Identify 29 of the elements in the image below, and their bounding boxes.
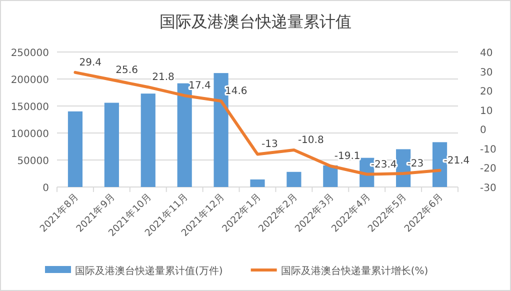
y-tick-label: 250000 <box>10 48 49 59</box>
y2-tick-label: 40 <box>480 48 493 59</box>
y2-tick-label: -20 <box>480 164 496 175</box>
data-label: 29.4 <box>79 57 102 68</box>
y2-tick-label: 10 <box>480 106 493 117</box>
data-label: 21.8 <box>152 72 174 84</box>
y-tick-label: 0 <box>42 183 49 194</box>
data-label: -19.1 <box>334 150 360 162</box>
data-label: 25.6 <box>116 64 138 76</box>
y2-tick-label: -10 <box>480 144 496 156</box>
legend-label: 国际及港澳台快递量累计增长(%) <box>280 265 428 277</box>
bar <box>140 94 156 187</box>
y-tick-label: 100000 <box>10 129 49 140</box>
y-tick-label: 200000 <box>10 75 49 86</box>
bar <box>68 111 83 187</box>
y2-tick-label: -30 <box>480 183 496 194</box>
y-tick-label: 50000 <box>17 156 49 167</box>
bar <box>323 165 338 187</box>
y-tick-label: 150000 <box>10 102 49 113</box>
bar <box>286 172 302 187</box>
chart-title: 国际及港澳台快递量累计值 <box>160 12 352 31</box>
bar <box>104 102 119 187</box>
bar <box>250 179 265 187</box>
legend-label: 国际及港澳台快递量累计值(万件) <box>75 265 223 277</box>
y2-tick-label: 20 <box>480 86 493 98</box>
data-label: -13 <box>262 139 278 150</box>
y2-tick-label: 30 <box>480 67 493 78</box>
data-label: -10.8 <box>298 134 324 146</box>
y2-tick-label: 0 <box>480 125 486 136</box>
